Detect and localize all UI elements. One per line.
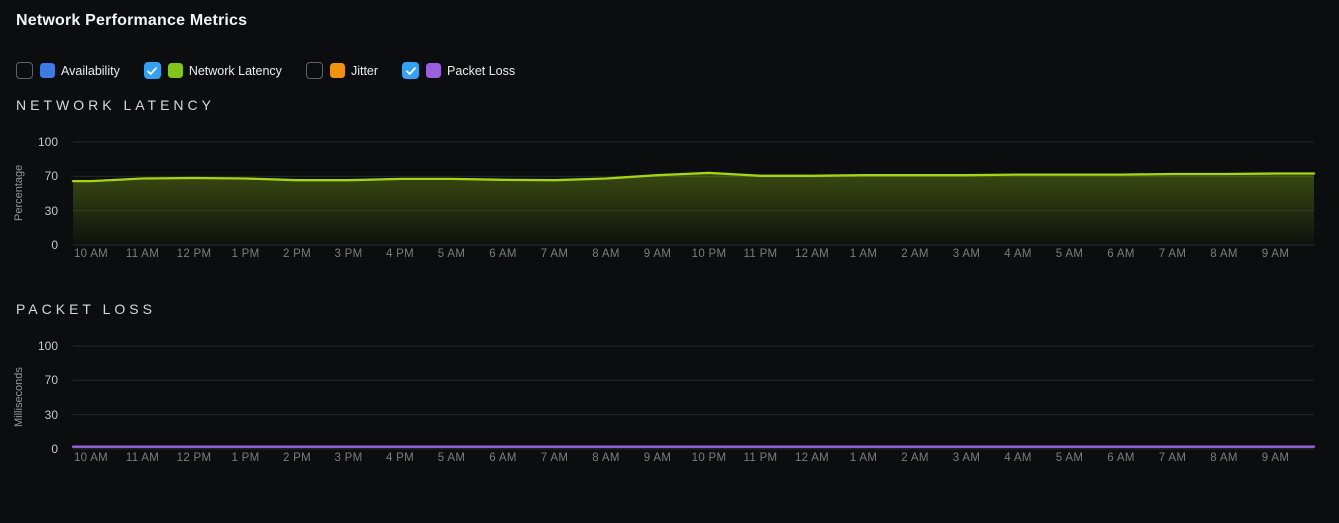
x-tick-label: 3 PM — [334, 248, 363, 260]
y-tick-label: 100 — [37, 339, 58, 353]
x-tick-label: 6 AM — [489, 248, 517, 260]
x-tick-label: 5 AM — [437, 452, 466, 464]
y-tick-label: 70 — [44, 169, 58, 184]
x-tick-label: 12 AM — [794, 452, 830, 464]
x-axis-labels: 10 AM 11 AM 12 PM 1 PM 2 PM 3 PM 4 PM 5 AM 6 AM 7… — [73, 248, 1314, 264]
network-latency-chart: Percentage 0 30 70 100 10 AM 11 AM 12 PM 1 PM 2… — [0, 135, 1339, 271]
x-tick-label: 1 AM — [849, 452, 878, 464]
network-latency-heading: NETWORK LATENCY — [16, 97, 215, 113]
legend-item-availability[interactable]: Availability — [16, 62, 120, 79]
legend-item-jitter[interactable]: Jitter — [305, 62, 379, 79]
x-tick-label: 5 AM — [1055, 452, 1084, 464]
checkmark-icon — [147, 66, 158, 75]
x-tick-label: 9 AM — [1261, 248, 1290, 260]
y-axis-ticks: 0 30 70 100 — [0, 339, 58, 456]
series-area-fill — [73, 172, 1314, 245]
packet-loss-heading: PACKET LOSS — [16, 301, 156, 317]
x-tick-label: 8 AM — [1210, 452, 1238, 464]
checked-checkbox-network-latency[interactable] — [143, 62, 161, 79]
x-tick-label: 4 PM — [385, 452, 415, 464]
x-tick-label: 10 PM — [691, 452, 727, 464]
x-tick-label: 6 AM — [1107, 248, 1135, 260]
unchecked-checkbox-availability[interactable] — [16, 62, 33, 79]
x-tick-label: 3 AM — [952, 248, 981, 260]
y-tick-label: 0 — [51, 442, 58, 456]
x-tick-label: 8 AM — [1210, 248, 1238, 260]
y-tick-label: 30 — [44, 203, 58, 218]
y-tick-label: 70 — [44, 373, 58, 388]
x-tick-label: 1 PM — [231, 248, 260, 260]
x-tick-label: 7 AM — [540, 248, 569, 260]
y-tick-label: 100 — [37, 135, 58, 149]
x-tick-label: 2 AM — [901, 452, 929, 464]
unchecked-checkbox-jitter[interactable] — [305, 62, 323, 79]
x-tick-label: 1 AM — [849, 248, 878, 260]
legend-item-packet-loss[interactable]: Packet Loss — [402, 62, 515, 79]
series-color-swatch-network-latency — [167, 63, 183, 78]
x-tick-label: 12 PM — [176, 248, 212, 260]
x-tick-label: 1 PM — [231, 452, 260, 464]
x-tick-label: 4 AM — [1004, 452, 1032, 464]
x-tick-label: 12 AM — [794, 248, 830, 260]
legend-label[interactable]: Availability — [61, 63, 120, 78]
x-tick-label: 6 AM — [1107, 452, 1135, 464]
x-tick-label: 11 PM — [743, 248, 778, 260]
x-tick-label: 10 PM — [691, 248, 727, 260]
x-tick-label: 11 AM — [125, 452, 160, 464]
x-tick-label: 9 AM — [643, 452, 672, 464]
x-tick-label: 9 AM — [643, 248, 672, 260]
x-tick-label: 9 AM — [1261, 452, 1290, 464]
series-line — [71, 171, 1316, 183]
legend-label[interactable]: Packet Loss — [447, 63, 516, 78]
x-tick-label: 11 PM — [743, 452, 778, 464]
x-tick-label: 11 AM — [125, 248, 160, 260]
x-tick-label: 7 AM — [540, 452, 569, 464]
packet-loss-chart: Milliseconds 0 30 70 100 10 AM 11 AM 12 PM 1 P… — [0, 339, 1339, 475]
series-legend: Availability Network Latency Jitter Packet … — [16, 62, 515, 79]
x-tick-label: 7 AM — [1158, 248, 1187, 260]
legend-label[interactable]: Network Latency — [188, 63, 282, 78]
legend-item-network-latency[interactable]: Network Latency — [143, 62, 282, 79]
packet-loss-plot-area — [71, 345, 1316, 450]
x-tick-label: 2 AM — [901, 248, 929, 260]
checked-checkbox-packet-loss[interactable] — [402, 62, 420, 79]
page-title: Network Performance Metrics — [16, 12, 248, 29]
x-tick-label: 3 AM — [952, 452, 981, 464]
x-tick-label: 2 PM — [282, 248, 312, 260]
y-axis-ticks: 0 30 70 100 — [0, 135, 58, 252]
series-color-swatch-jitter — [329, 63, 345, 78]
x-tick-label: 4 AM — [1004, 248, 1032, 260]
y-tick-label: 30 — [44, 407, 58, 422]
x-tick-label: 5 AM — [1055, 248, 1084, 260]
x-tick-label: 12 PM — [176, 452, 212, 464]
legend-label[interactable]: Jitter — [350, 63, 379, 78]
x-tick-label: 7 AM — [1158, 452, 1187, 464]
network-latency-plot-area — [71, 141, 1316, 246]
x-tick-label: 3 PM — [334, 452, 363, 464]
x-tick-label: 5 AM — [437, 248, 466, 260]
x-axis-labels: 10 AM 11 AM 12 PM 1 PM 2 PM 3 PM 4 PM 5 AM 6 AM 7… — [73, 452, 1314, 468]
x-tick-label: 6 AM — [489, 452, 517, 464]
series-color-swatch-packet-loss — [426, 63, 442, 78]
x-tick-label: 2 PM — [282, 452, 312, 464]
series-color-swatch-availability — [40, 63, 55, 78]
x-tick-label: 10 AM — [73, 248, 109, 260]
x-tick-label: 10 AM — [73, 452, 109, 464]
x-tick-label: 8 AM — [592, 248, 620, 260]
checkmark-icon — [405, 66, 416, 75]
y-tick-label: 0 — [51, 238, 58, 252]
x-tick-label: 4 PM — [385, 248, 415, 260]
x-tick-label: 8 AM — [592, 452, 620, 464]
